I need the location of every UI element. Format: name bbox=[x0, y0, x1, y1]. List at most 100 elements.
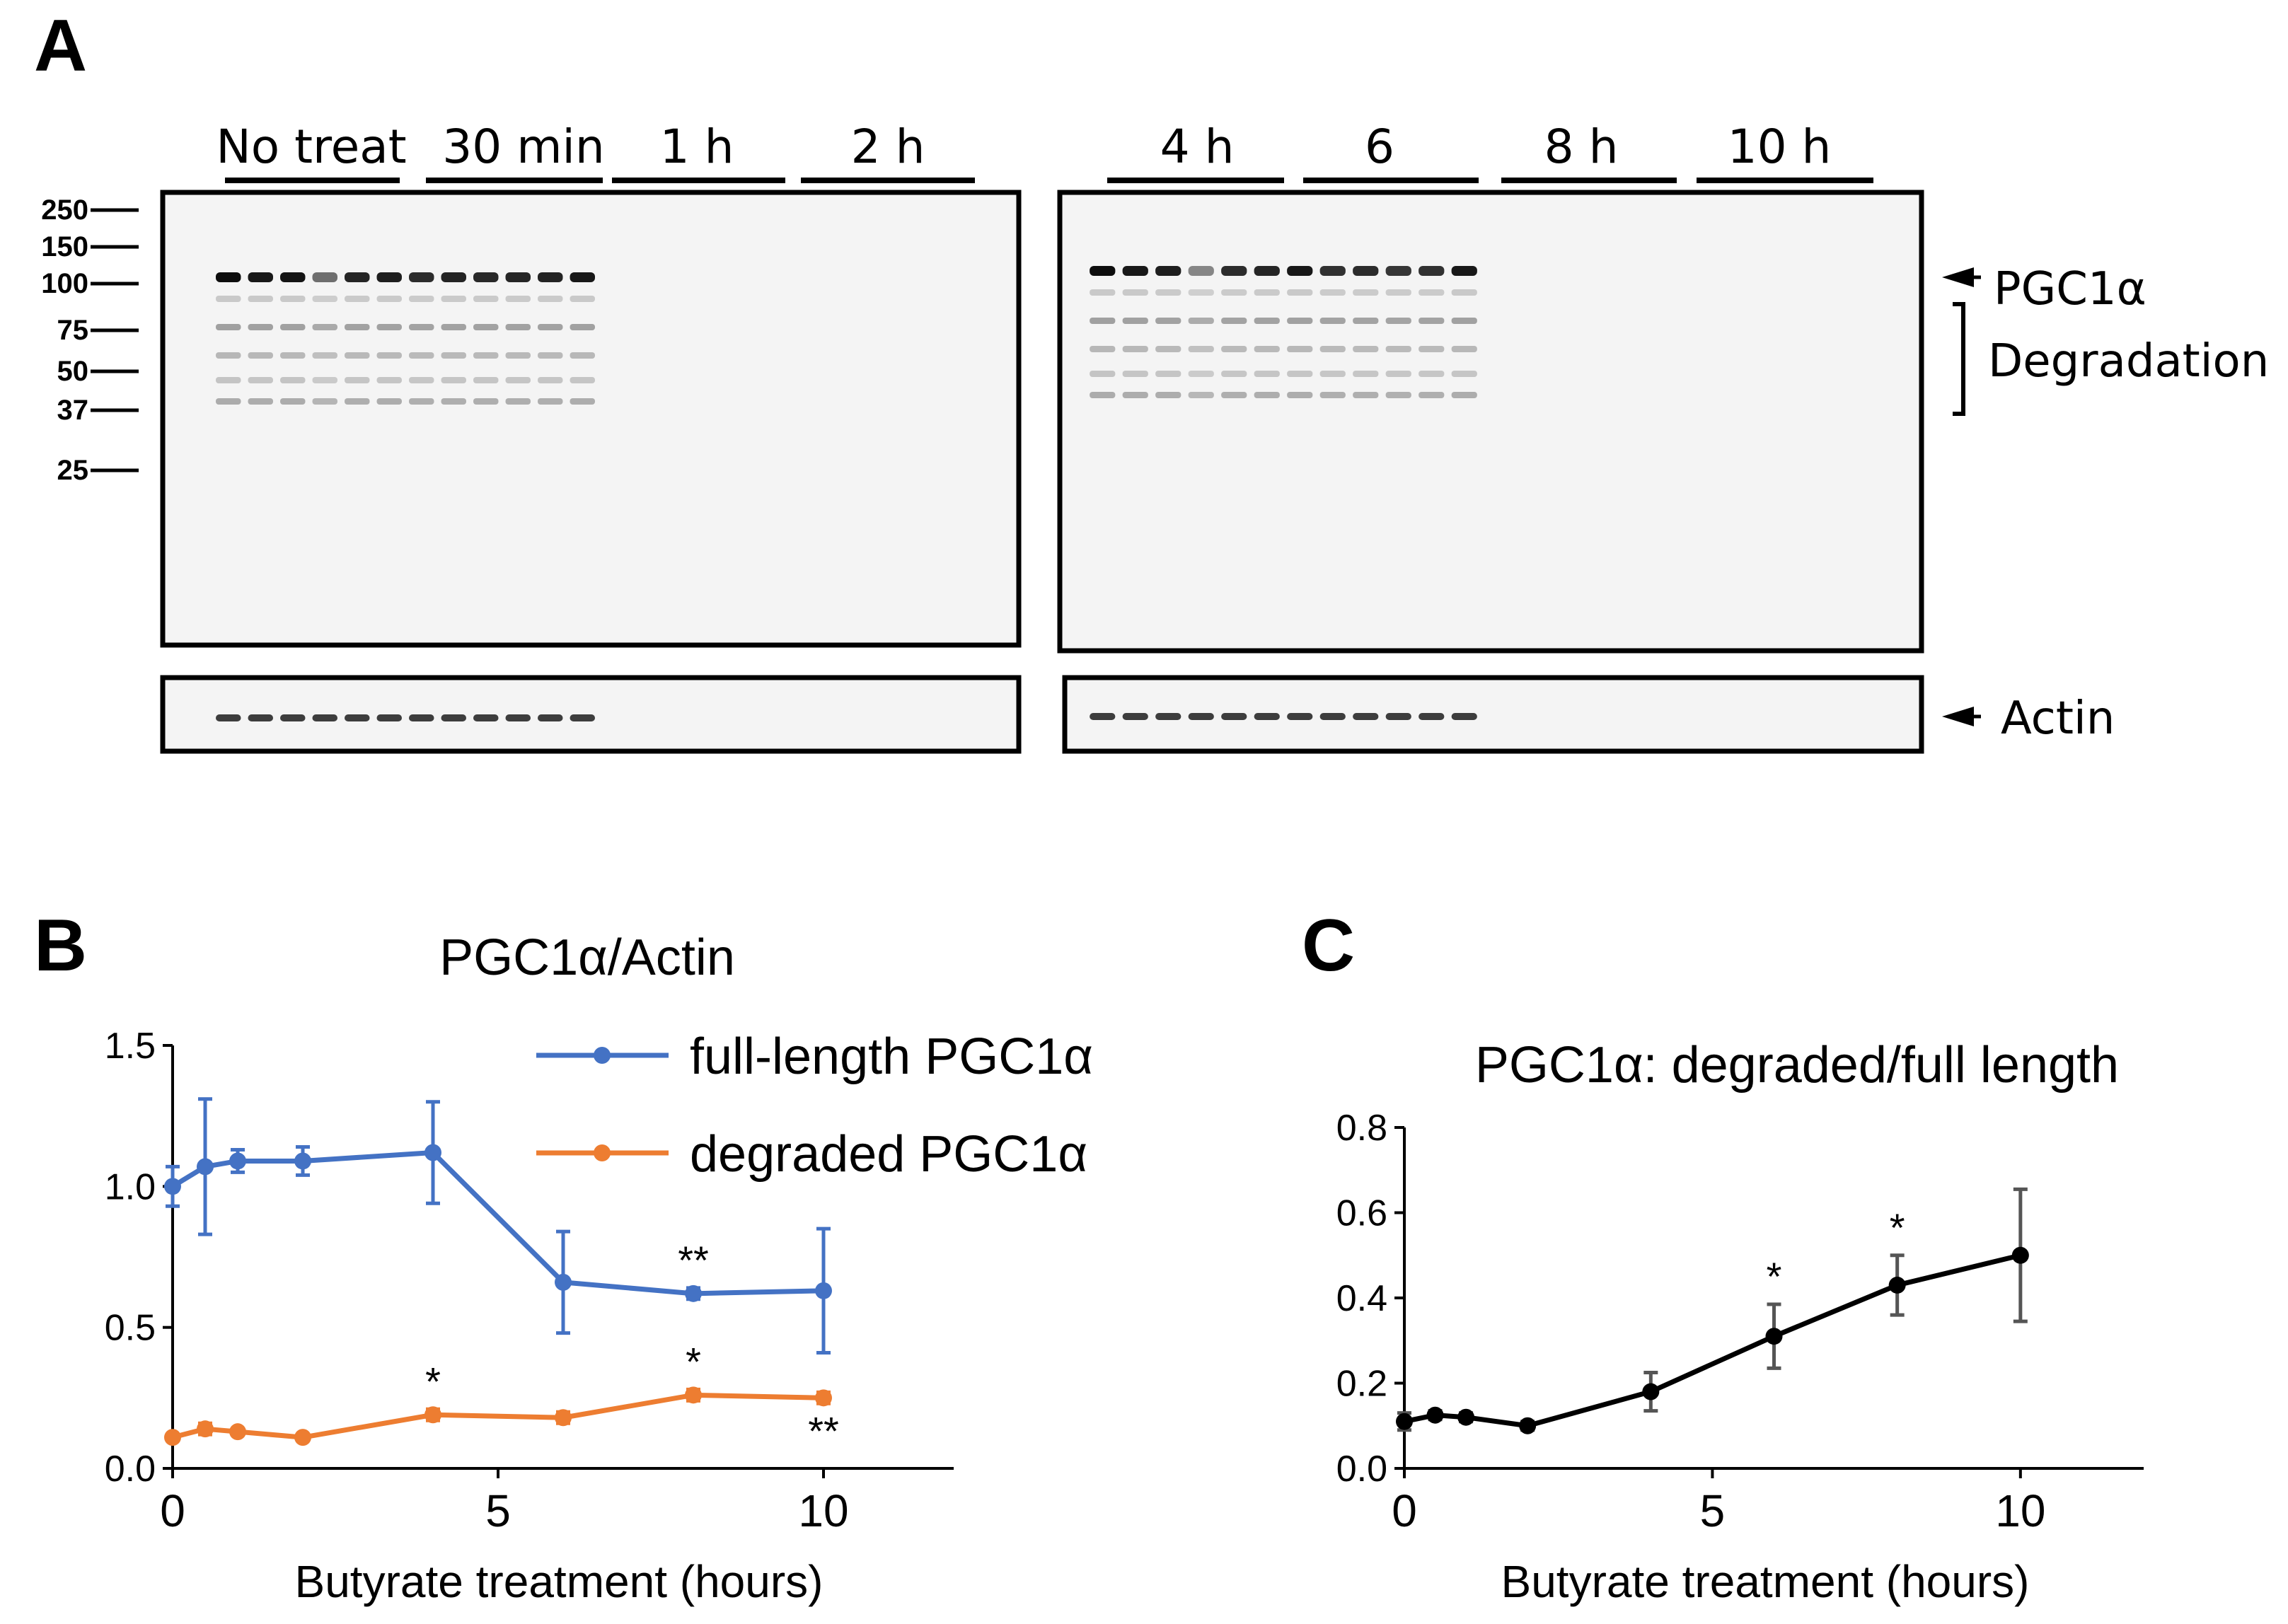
band-degradation bbox=[248, 352, 273, 359]
band-degradation bbox=[1385, 392, 1411, 398]
band-degradation bbox=[312, 296, 337, 302]
band-actin bbox=[570, 714, 595, 721]
mw-label-75: 75 bbox=[57, 315, 89, 346]
lane-label-6: 6 bbox=[1365, 120, 1394, 174]
band-pgc1a bbox=[1287, 266, 1313, 276]
band-degradation bbox=[216, 296, 241, 302]
band-degradation bbox=[248, 398, 273, 405]
band-pgc1a bbox=[1385, 266, 1411, 276]
significance-marker: ** bbox=[678, 1238, 709, 1282]
degradation-bracket bbox=[1953, 302, 1965, 416]
band-degradation bbox=[409, 324, 434, 330]
significance-marker: * bbox=[1890, 1205, 1905, 1250]
band-degradation bbox=[1090, 371, 1116, 377]
band-pgc1a bbox=[473, 272, 499, 282]
data-point bbox=[1888, 1276, 1906, 1294]
data-point bbox=[1765, 1328, 1783, 1345]
band-degradation bbox=[1353, 318, 1379, 324]
band-actin bbox=[1254, 713, 1280, 720]
chart-b-x-axis-title: Butyrate treatment (hours) bbox=[295, 1556, 824, 1607]
band-pgc1a bbox=[248, 272, 273, 282]
band-actin bbox=[1451, 713, 1477, 720]
band-degradation bbox=[1188, 371, 1214, 377]
band-degradation bbox=[216, 377, 241, 383]
lane-label-1-h: 1 h bbox=[660, 120, 734, 174]
band-pgc1a bbox=[538, 272, 563, 282]
band-pgc1a bbox=[1254, 266, 1280, 276]
band-pgc1a bbox=[216, 272, 241, 282]
band-actin bbox=[1122, 713, 1148, 720]
band-degradation bbox=[538, 377, 563, 383]
band-degradation bbox=[1254, 371, 1280, 377]
band-pgc1a bbox=[1221, 266, 1247, 276]
band-pgc1a bbox=[1319, 266, 1346, 276]
label-actin: Actin bbox=[2001, 692, 2115, 745]
x-tick-label: 5 bbox=[1700, 1485, 1726, 1536]
band-degradation bbox=[505, 352, 531, 359]
band-degradation bbox=[473, 377, 499, 383]
chart-b-legend: full-length PGC1α degraded PGC1α bbox=[536, 1028, 1093, 1183]
band-degradation bbox=[473, 296, 499, 302]
band-degradation bbox=[570, 352, 595, 359]
band-actin bbox=[1188, 713, 1214, 720]
band-degradation bbox=[1287, 392, 1313, 398]
arrow-pgc1a-icon bbox=[1942, 267, 1974, 287]
data-point bbox=[229, 1152, 246, 1170]
band-degradation bbox=[1451, 392, 1477, 398]
chart-b: PGC1α/Actin 0.00.51.01.50 5 10 *** *** Buty… bbox=[105, 929, 1093, 1607]
band-actin bbox=[248, 714, 273, 721]
significance-marker: * bbox=[1767, 1254, 1782, 1299]
chart-c: PGC1α: degraded/full length 0.0 0.2 0.4 0.6… bbox=[1336, 1037, 2144, 1607]
band-degradation bbox=[1254, 346, 1280, 352]
data-point bbox=[1519, 1417, 1537, 1434]
data-point bbox=[1396, 1413, 1413, 1430]
band-degradation bbox=[1319, 392, 1346, 398]
band-degradation bbox=[473, 352, 499, 359]
band-degradation bbox=[1319, 318, 1346, 324]
band-degradation bbox=[570, 377, 595, 383]
data-point bbox=[555, 1273, 572, 1291]
data-point bbox=[815, 1389, 832, 1407]
band-degradation bbox=[441, 352, 466, 359]
series-line bbox=[172, 1392, 824, 1440]
data-point bbox=[294, 1152, 311, 1170]
panel-letter-c: C bbox=[1302, 905, 1355, 987]
chart-c-title: PGC1α: degraded/full length bbox=[1475, 1037, 2119, 1094]
band-actin bbox=[1090, 713, 1116, 720]
x-tick-label: 10 bbox=[1995, 1485, 2045, 1536]
band-pgc1a bbox=[1451, 266, 1477, 276]
data-point bbox=[685, 1284, 702, 1302]
mw-markers: 250 150 100 75 50 37 25 bbox=[41, 195, 139, 486]
significance-marker: * bbox=[425, 1359, 441, 1403]
band-pgc1a bbox=[570, 272, 595, 282]
data-point bbox=[424, 1406, 441, 1424]
band-pgc1a bbox=[1353, 266, 1379, 276]
band-degradation bbox=[1188, 289, 1214, 296]
band-degradation bbox=[1122, 289, 1148, 296]
band-pgc1a bbox=[1419, 266, 1445, 276]
band-degradation bbox=[1319, 371, 1346, 377]
band-degradation bbox=[1155, 289, 1181, 296]
band-degradation bbox=[376, 324, 402, 330]
significance-marker: ** bbox=[808, 1408, 839, 1453]
y-tick-label: 0.4 bbox=[1336, 1278, 1387, 1319]
band-degradation bbox=[216, 352, 241, 359]
band-degradation bbox=[473, 398, 499, 405]
band-actin bbox=[1221, 713, 1247, 720]
band-degradation bbox=[376, 296, 402, 302]
band-actin bbox=[1155, 713, 1181, 720]
data-point bbox=[229, 1423, 246, 1441]
band-degradation bbox=[538, 352, 563, 359]
band-degradation bbox=[216, 398, 241, 405]
band-degradation bbox=[1155, 392, 1181, 398]
y-tick-label: 0.8 bbox=[1336, 1108, 1387, 1149]
y-tick-label: 1.0 bbox=[105, 1166, 156, 1207]
band-degradation bbox=[1287, 371, 1313, 377]
band-degradation bbox=[1419, 289, 1445, 296]
band-degradation bbox=[1221, 289, 1247, 296]
lane-label-2-h: 2 h bbox=[851, 120, 925, 174]
band-actin bbox=[1419, 713, 1445, 720]
band-pgc1a bbox=[505, 272, 531, 282]
y-tick-label: 0.5 bbox=[105, 1308, 156, 1349]
